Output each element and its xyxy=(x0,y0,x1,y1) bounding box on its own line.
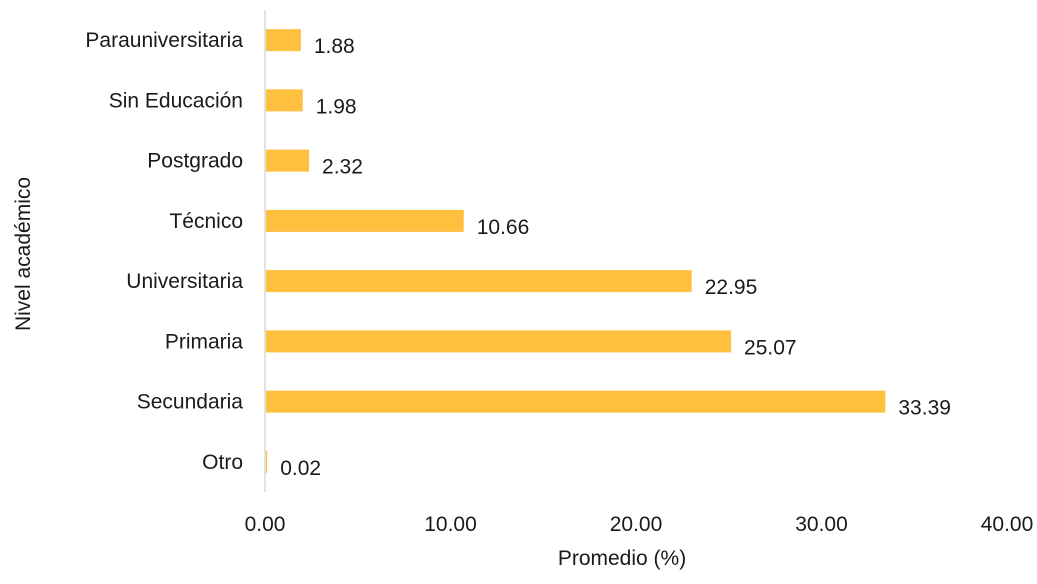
x-axis-title: Promedio (%) xyxy=(558,547,686,570)
data-label: 1.98 xyxy=(316,95,357,118)
data-label: 2.32 xyxy=(322,156,363,179)
category-label: Primaria xyxy=(165,330,243,353)
x-tick-label: 20.00 xyxy=(610,513,663,536)
data-label: 22.95 xyxy=(705,276,758,299)
bar xyxy=(266,390,886,413)
y-axis-title: Nivel académico xyxy=(12,177,35,331)
bar xyxy=(266,89,303,112)
category-label: Secundaria xyxy=(137,391,244,414)
data-label: 33.39 xyxy=(898,397,951,420)
data-label: 10.66 xyxy=(477,216,530,239)
data-label: 25.07 xyxy=(744,336,797,359)
category-label: Otro xyxy=(202,451,243,474)
bar xyxy=(266,149,310,172)
x-tick-label: 0.00 xyxy=(245,513,286,536)
category-label: Sin Educación xyxy=(109,89,243,112)
category-label: Técnico xyxy=(169,210,243,233)
bar xyxy=(266,330,732,353)
category-label: Universitaria xyxy=(126,270,243,293)
category-labels: Parauniversitaria Sin Educación Postgrado T… xyxy=(85,29,243,474)
data-label: 0.02 xyxy=(280,457,321,480)
bar xyxy=(266,270,692,293)
data-label: 1.88 xyxy=(314,35,355,58)
x-tick-label: 30.00 xyxy=(795,513,848,536)
bar xyxy=(266,209,464,232)
bar xyxy=(266,29,301,52)
x-tick-label: 10.00 xyxy=(424,513,477,536)
category-label: Postgrado xyxy=(147,150,243,173)
bar xyxy=(266,450,268,473)
value-labels: 1.88 1.98 2.32 10.66 22.95 25.07 33.39 0.02 xyxy=(280,35,951,480)
x-tick-labels: 0.00 10.00 20.00 30.00 40.00 xyxy=(245,513,1034,536)
bars-group xyxy=(266,29,886,473)
category-label: Parauniversitaria xyxy=(85,29,243,52)
x-tick-label: 40.00 xyxy=(981,513,1034,536)
